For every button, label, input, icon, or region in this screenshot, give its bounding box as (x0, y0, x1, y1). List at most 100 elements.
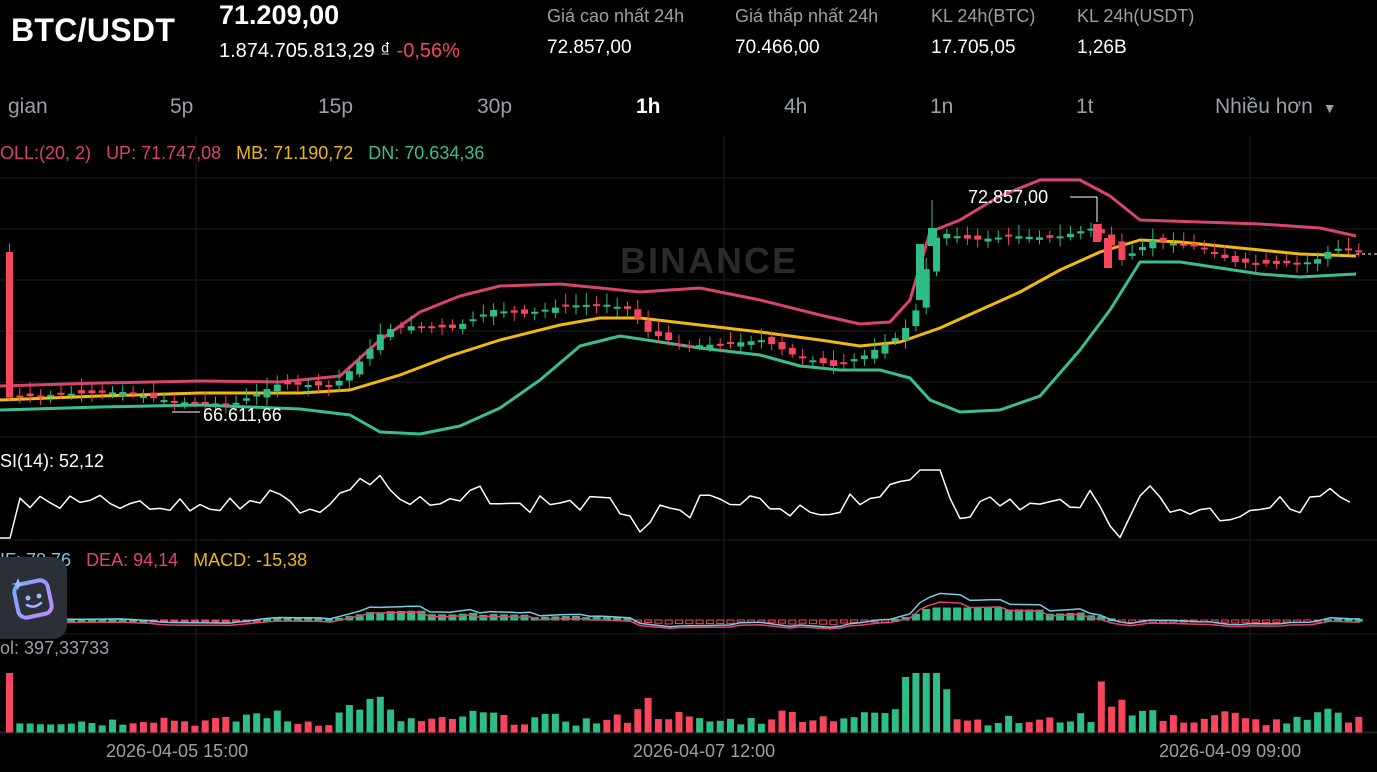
candle-body (448, 324, 456, 328)
candle-body (634, 309, 642, 319)
volume-bar (1314, 712, 1322, 733)
candle-body (1036, 237, 1043, 240)
candle-body (181, 402, 189, 405)
volume-bar (315, 725, 322, 733)
volume-bar (675, 711, 683, 733)
volume-bar (654, 719, 662, 733)
volume-bar (572, 725, 580, 733)
volume-bar (376, 696, 384, 733)
volume-bar (469, 710, 477, 733)
volume-bar (1097, 681, 1105, 733)
macd-bar (1004, 609, 1013, 621)
candle-body (78, 390, 86, 394)
candle-body (1087, 228, 1095, 231)
tab-1h[interactable]: 1h (636, 95, 661, 118)
volume-bar (242, 714, 250, 733)
volume-bar (562, 721, 570, 733)
fiat-value: 1.874.705.813,29 ₫ (219, 40, 391, 62)
candle-body (335, 380, 343, 386)
stat-low-label: Giá thấp nhất 24h (735, 6, 879, 26)
candle-body (974, 235, 982, 240)
macd-bar (293, 618, 302, 622)
volume-bar (1221, 711, 1229, 733)
macd-bar (736, 619, 745, 623)
volume-bar (747, 718, 755, 733)
candle-body (1314, 259, 1322, 264)
candle-body (716, 343, 724, 346)
candle-body (572, 305, 580, 308)
macd-bar (1231, 619, 1240, 624)
volume-bar (881, 713, 889, 733)
candle-body (1345, 248, 1352, 251)
volume-bar (716, 720, 724, 733)
tab-4h[interactable]: 4h (784, 95, 808, 118)
macd-bar (675, 619, 683, 624)
candle-body (840, 362, 848, 365)
candle-body (644, 320, 652, 332)
volume-bar (294, 723, 302, 733)
volume-bar (263, 718, 271, 733)
macd-bar (1262, 619, 1271, 623)
macd-bar (324, 618, 333, 622)
candle-body (582, 304, 590, 307)
candle-body (397, 325, 405, 328)
candle-body (1169, 243, 1177, 246)
volume-bar (191, 725, 199, 733)
volume-bar (902, 677, 910, 733)
candle-body (16, 395, 24, 398)
volume-bar (1190, 722, 1198, 733)
volume-bar (428, 718, 436, 733)
volume-bar (819, 716, 827, 733)
volume-bar (181, 721, 189, 733)
macd-bar (283, 617, 292, 621)
volume-bar (109, 719, 116, 733)
macd-bar (304, 618, 313, 622)
boll-dn: DN: 70.634,36 (368, 143, 485, 163)
candle-body (315, 381, 322, 386)
candle-body (150, 392, 158, 399)
tab-15m[interactable]: 15p (318, 95, 354, 118)
candle-body (541, 309, 549, 312)
macd-bar (716, 619, 725, 624)
candle-body (1231, 255, 1239, 263)
volume-bar (1077, 713, 1085, 733)
volume-bar (665, 719, 673, 733)
trading-pair[interactable]: BTC/USDT (11, 12, 176, 48)
candle-body (551, 307, 559, 313)
x-tick-label: 2026-04-09 09:00 (1159, 741, 1302, 761)
volume-bar (1303, 719, 1311, 733)
candle-body (737, 342, 745, 347)
candle-body (376, 334, 384, 351)
candle-body (1159, 237, 1167, 242)
macd-bar (1056, 613, 1065, 621)
tab-5m[interactable]: 5p (170, 95, 194, 118)
tab-30m[interactable]: 30p (477, 95, 513, 118)
volume-bar (490, 712, 498, 733)
tab-1w[interactable]: 1t (1076, 95, 1094, 118)
candle-body (1149, 240, 1157, 249)
candle-body (1097, 229, 1105, 234)
more-timeframes[interactable]: Nhiều hơn ▼ (1215, 95, 1337, 119)
ai-assistant-button[interactable] (0, 557, 67, 639)
candle-body (850, 359, 858, 362)
candle-body (263, 389, 271, 398)
macd-bar (314, 618, 323, 622)
candle-body (325, 384, 333, 387)
volume-bar (325, 725, 333, 733)
tab-1d[interactable]: 1n (930, 95, 954, 118)
candle-body (830, 360, 837, 366)
volume-bar (521, 724, 528, 733)
tab-time[interactable]: gian (8, 95, 48, 118)
rsi-legend: SI(14): 52,12 (0, 451, 105, 471)
volume-bar (139, 722, 147, 733)
macd-bar (922, 608, 931, 621)
volume-bar (1345, 722, 1352, 733)
macd-bar (1014, 609, 1023, 621)
boll-lower-line (0, 260, 1357, 436)
binance-watermark: BINANCE (620, 240, 799, 281)
volume-bar (541, 713, 549, 733)
volume-bar (778, 710, 786, 733)
candle-body (479, 314, 487, 317)
stat-vol-btc-value: 17.705,05 (931, 37, 1016, 58)
